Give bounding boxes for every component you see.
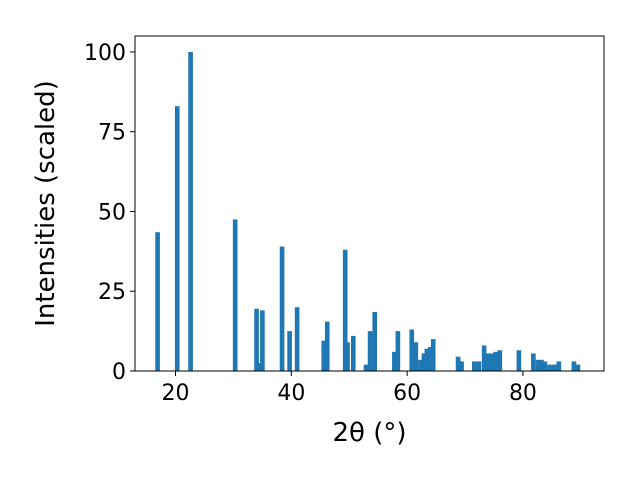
bar [476, 361, 482, 371]
x-tick-label: 40 [277, 381, 305, 406]
bar [535, 359, 541, 371]
bar [539, 359, 544, 371]
y-tick-label: 25 [98, 280, 126, 305]
bar [409, 329, 415, 371]
plot-frame [134, 35, 605, 372]
bar [471, 361, 477, 371]
bar [260, 310, 265, 371]
bar [321, 340, 327, 371]
bar [279, 246, 285, 371]
bar [392, 351, 397, 371]
bar [421, 353, 427, 371]
bar [395, 331, 401, 371]
bar [516, 350, 522, 371]
x-axis-ticks: 20 40 60 80 [162, 371, 537, 406]
bar [372, 311, 378, 371]
bar [531, 353, 536, 371]
bar [547, 364, 552, 371]
bar [542, 361, 548, 371]
bar [294, 307, 300, 371]
bar [256, 363, 262, 371]
bar [350, 335, 356, 371]
bar [427, 347, 433, 371]
x-tick-label: 20 [162, 381, 190, 406]
bar [342, 249, 348, 371]
y-tick-label: 75 [98, 121, 126, 146]
y-tick-label: 100 [84, 41, 126, 66]
bar [430, 339, 436, 371]
bar [489, 353, 494, 371]
y-tick-label: 50 [98, 200, 126, 225]
bar [232, 219, 238, 371]
bar [363, 364, 369, 371]
bar [485, 353, 490, 371]
bar [155, 232, 160, 371]
x-tick-label: 60 [393, 381, 421, 406]
bar [367, 331, 373, 371]
bar [188, 51, 193, 371]
bar [571, 361, 577, 371]
bar [575, 364, 581, 371]
bars-group [155, 51, 581, 371]
bar [424, 348, 430, 371]
bar [287, 331, 292, 371]
bar [459, 361, 464, 371]
bar [455, 356, 461, 371]
bar [556, 361, 562, 371]
bar [324, 321, 330, 371]
y-axis-label: Intensities (scaled) [31, 80, 61, 327]
bar [174, 106, 180, 371]
bar [481, 345, 487, 371]
y-axis-ticks: 0 25 50 75 100 [84, 41, 135, 385]
x-axis-label: 2θ (°) [332, 418, 406, 448]
bar [413, 342, 419, 371]
bar [551, 364, 557, 371]
bar [497, 350, 503, 371]
bar [345, 342, 350, 371]
bar [254, 308, 259, 371]
bar [493, 351, 499, 371]
bar [418, 359, 423, 371]
y-tick-label: 0 [112, 360, 126, 385]
x-tick-label: 80 [509, 381, 537, 406]
